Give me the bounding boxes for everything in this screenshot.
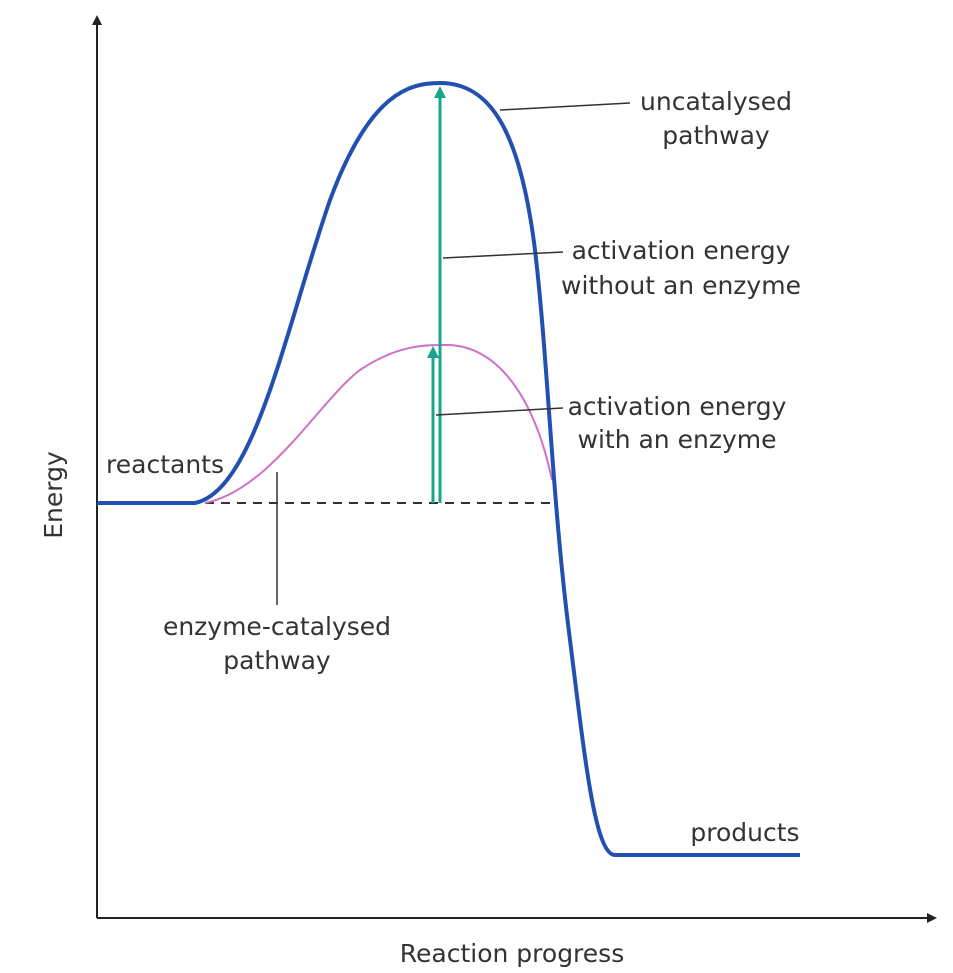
leader-line — [435, 407, 564, 416]
label: products — [690, 818, 799, 847]
label: uncatalysed — [640, 87, 792, 116]
x-axis-label: Reaction progress — [400, 939, 624, 968]
leader-line — [499, 102, 631, 111]
label: activation energy — [572, 236, 791, 265]
uncatalysed-curve — [97, 80, 800, 857]
leader-line — [442, 251, 564, 259]
y-axis-label: Energy — [39, 451, 68, 539]
label: reactants — [106, 450, 224, 479]
enzyme-curve — [204, 343, 553, 504]
label: with an enzyme — [578, 425, 777, 454]
label: enzyme-catalysed — [163, 612, 391, 641]
label: without an enzyme — [561, 271, 801, 300]
label: pathway — [223, 646, 331, 675]
label: activation energy — [568, 392, 787, 421]
label: pathway — [662, 121, 770, 150]
